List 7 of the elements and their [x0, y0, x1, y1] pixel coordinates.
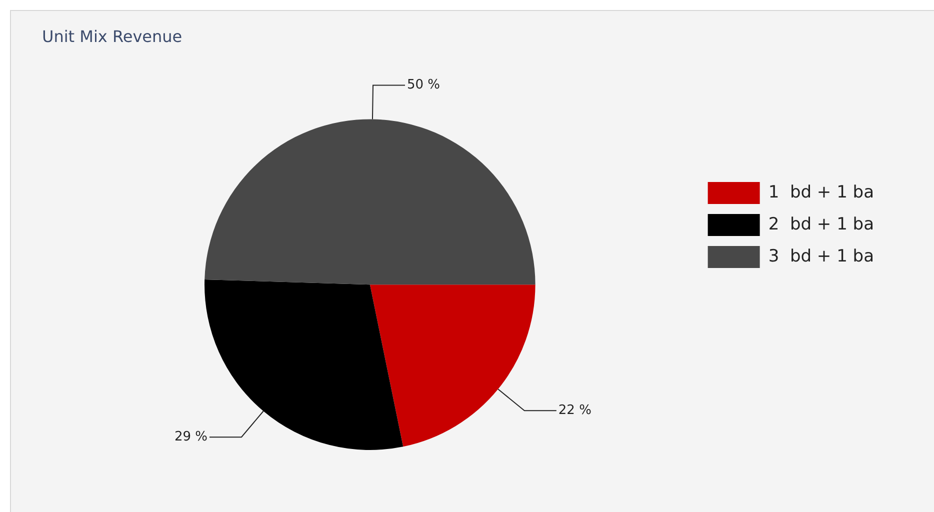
- data-label: 29 %: [174, 430, 208, 445]
- data-label: 22 %: [558, 403, 592, 418]
- chart-title: Unit Mix Revenue: [42, 26, 182, 46]
- legend-label: 3 bd + 1 ba: [768, 246, 874, 266]
- legend-label: 2 bd + 1 ba: [768, 214, 874, 234]
- legend-label: 1 bd + 1 ba: [768, 182, 874, 202]
- data-label: 50 %: [407, 78, 440, 93]
